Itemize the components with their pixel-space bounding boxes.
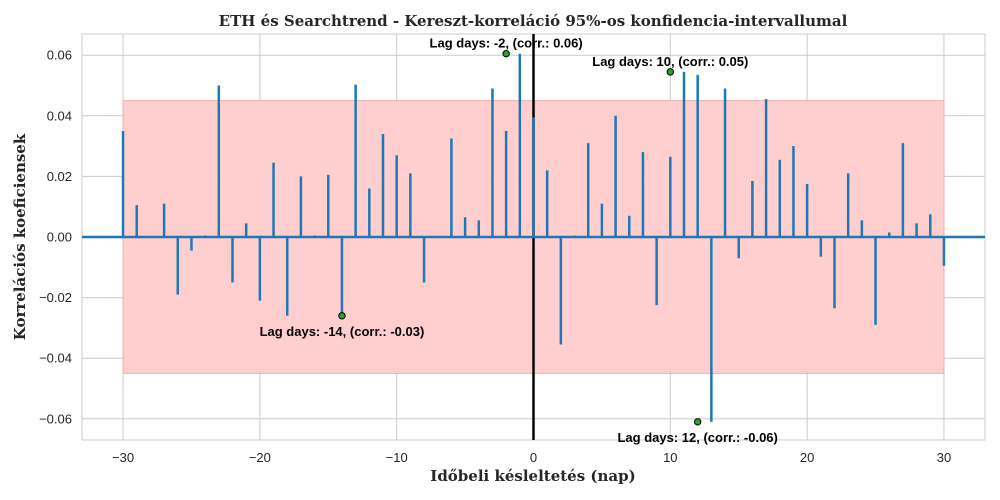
annotation-label: Lag days: -2, (corr.: 0.06) (430, 36, 583, 51)
annotation-marker (338, 312, 346, 320)
annotation-marker (502, 49, 510, 58)
tick-labels: −30 −20 −10 0 10 20 30 −0.06 −0.04 −0.02 0.00 0.02 0… (39, 48, 951, 465)
y-tick-label: 0.04 (47, 108, 72, 123)
annotations: Lag days: -2, (corr.: 0.06) Lag days: 10,… (260, 36, 778, 445)
x-tick-label: 0 (530, 450, 537, 465)
y-axis-label: Korrelációs koeficiensek (11, 133, 29, 340)
annotation-label: Lag days: 10, (corr.: 0.05) (592, 54, 748, 69)
x-axis-label: Időbeli késleltetés (nap) (430, 467, 635, 485)
annotation-label: Lag days: 12, (corr.: -0.06) (617, 430, 777, 445)
chart-title: ETH és Searchtrend - Kereszt-korreláció … (219, 12, 848, 30)
y-tick-label: −0.02 (39, 290, 72, 305)
x-tick-label: −20 (249, 450, 271, 465)
annotation-marker (693, 418, 702, 426)
y-tick-label: 0.06 (47, 48, 72, 63)
x-tick-label: −10 (386, 450, 408, 465)
x-tick-label: 30 (937, 450, 951, 465)
y-tick-label: −0.04 (39, 351, 72, 366)
x-tick-label: −30 (112, 450, 134, 465)
y-tick-label: 0.00 (47, 230, 72, 245)
x-tick-label: 20 (800, 450, 814, 465)
annotation-label: Lag days: -14, (corr.: -0.03) (260, 324, 425, 339)
y-tick-label: −0.06 (39, 411, 72, 426)
y-tick-label: 0.02 (47, 169, 72, 184)
annotation-marker (666, 68, 675, 76)
x-tick-label: 10 (663, 450, 677, 465)
annotation-markers (338, 49, 702, 426)
stem-series (82, 34, 985, 440)
